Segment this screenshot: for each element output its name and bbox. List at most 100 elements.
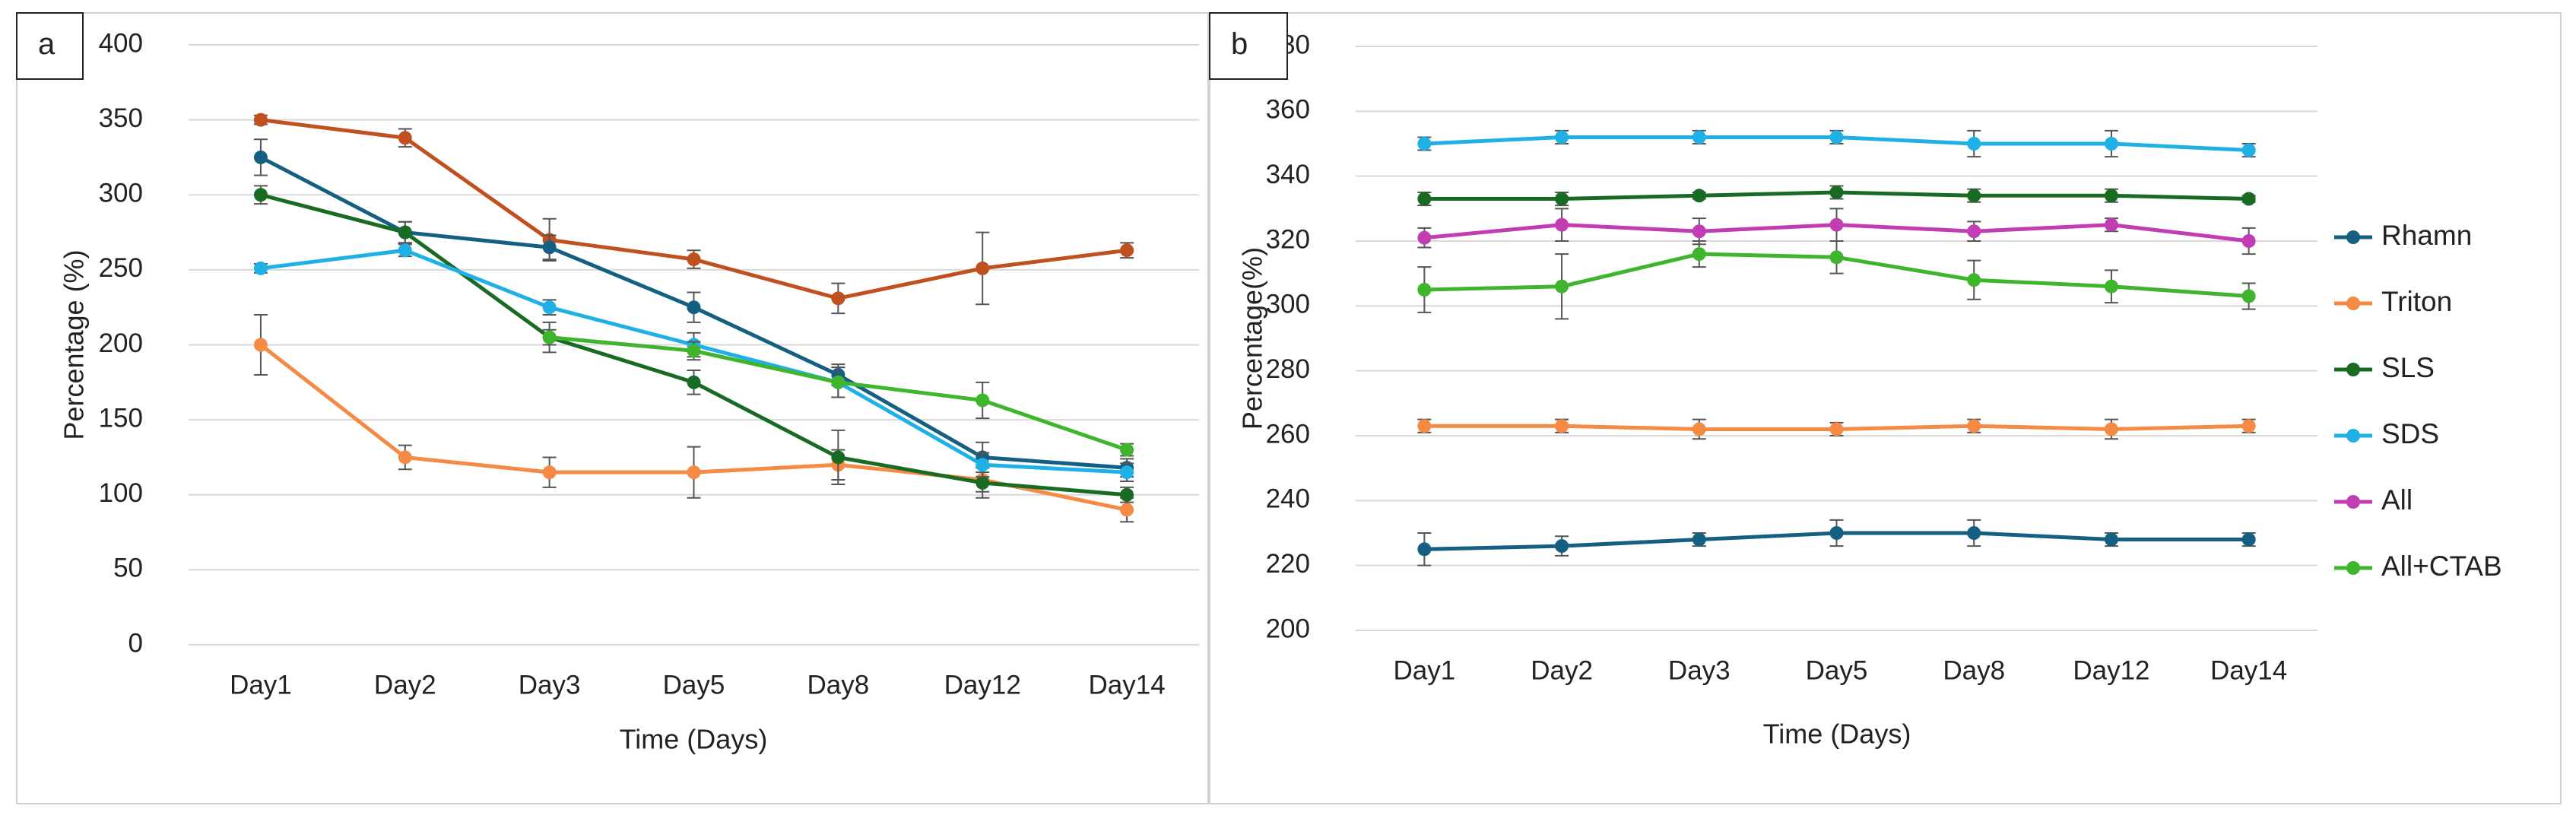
data-point: [2104, 137, 2118, 151]
data-point: [542, 240, 557, 255]
y-tick-label: 50: [113, 554, 143, 583]
x-tick-label: Day8: [807, 670, 869, 700]
data-point: [2104, 532, 2118, 547]
y-tick-label: 260: [1266, 419, 1310, 449]
data-point: [1417, 542, 1432, 557]
data-point: [1829, 250, 1844, 265]
data-point: [1967, 526, 1981, 540]
data-point: [542, 300, 557, 315]
data-point: [976, 475, 990, 490]
data-point: [1417, 283, 1432, 297]
y-tick-label: 300: [99, 179, 143, 208]
legend-marker: [2346, 230, 2360, 244]
x-tick-label: Day5: [663, 670, 725, 700]
data-point: [831, 375, 845, 389]
data-point: [831, 291, 845, 306]
data-point: [398, 225, 412, 240]
data-point: [253, 188, 268, 202]
data-point: [1417, 230, 1432, 245]
data-point: [1555, 130, 1569, 144]
data-point: [687, 375, 701, 389]
data-point: [398, 450, 412, 465]
data-point: [1555, 217, 1569, 232]
legend-label: Triton: [2381, 286, 2452, 317]
panel-label: a: [38, 27, 56, 61]
data-point: [687, 252, 701, 267]
legend-label: SDS: [2381, 418, 2439, 449]
y-tick-label: 200: [99, 328, 143, 358]
x-tick-label: Day5: [1806, 655, 1868, 685]
legend-marker: [2346, 297, 2360, 310]
data-point: [253, 150, 268, 164]
data-point: [2241, 234, 2256, 248]
y-tick-label: 320: [1266, 224, 1310, 254]
data-point: [2104, 279, 2118, 294]
panel-label-box: [16, 12, 84, 80]
data-point: [1120, 243, 1134, 258]
data-point: [1555, 279, 1569, 294]
legend-marker: [2346, 561, 2360, 575]
y-tick-label: 100: [99, 478, 143, 508]
data-point: [976, 458, 990, 472]
x-tick-label: Day14: [2210, 655, 2287, 685]
y-tick-label: 400: [99, 28, 143, 58]
x-tick-label: Day1: [1393, 655, 1455, 685]
data-point: [1967, 419, 1981, 433]
data-point: [542, 330, 557, 344]
data-point: [1120, 443, 1134, 457]
data-point: [1967, 224, 1981, 239]
x-tick-label: Day3: [1668, 655, 1731, 685]
data-point: [2104, 422, 2118, 436]
data-point: [687, 465, 701, 480]
y-tick-label: 280: [1266, 354, 1310, 384]
legend-marker: [2346, 429, 2360, 443]
legend-marker: [2346, 363, 2360, 376]
data-point: [1555, 192, 1569, 206]
data-point: [1692, 130, 1706, 144]
data-point: [1120, 503, 1134, 517]
data-point: [1692, 532, 1706, 547]
y-tick-label: 250: [99, 253, 143, 283]
x-axis-title: Time (Days): [620, 724, 768, 755]
y-axis-title: Percentage (%): [59, 249, 90, 439]
y-tick-label: 360: [1266, 95, 1310, 125]
data-point: [2241, 143, 2256, 157]
x-tick-label: Day3: [519, 670, 581, 700]
data-point: [831, 450, 845, 465]
data-point: [687, 300, 701, 315]
data-point: [976, 393, 990, 408]
panel-frame: [16, 12, 1209, 804]
data-point: [1692, 224, 1706, 239]
data-point: [1120, 465, 1134, 480]
data-point: [1829, 422, 1844, 436]
data-point: [1692, 189, 1706, 203]
data-point: [1417, 192, 1432, 206]
y-tick-label: 150: [99, 403, 143, 433]
data-point: [253, 261, 268, 275]
x-tick-label: Day14: [1088, 670, 1165, 700]
data-point: [2104, 189, 2118, 203]
x-axis-title: Time (Days): [1763, 719, 1911, 750]
data-point: [1417, 419, 1432, 433]
data-point: [1967, 273, 1981, 287]
y-tick-label: 0: [128, 628, 143, 658]
data-point: [976, 261, 990, 275]
data-point: [542, 465, 557, 480]
legend-label: All+CTAB: [2381, 551, 2502, 582]
panel-label: b: [1231, 27, 1248, 61]
data-point: [1120, 487, 1134, 502]
y-tick-label: 300: [1266, 290, 1310, 319]
data-point: [1692, 422, 1706, 436]
data-point: [253, 113, 268, 127]
data-point: [1555, 539, 1569, 554]
data-point: [1829, 217, 1844, 232]
data-point: [1829, 526, 1844, 540]
data-point: [1692, 247, 1706, 262]
y-axis-title: Percentage(%): [1237, 247, 1268, 430]
data-point: [1829, 186, 1844, 199]
data-point: [1967, 137, 1981, 151]
x-tick-label: Day2: [374, 670, 436, 700]
x-tick-label: Day8: [1943, 655, 2005, 685]
legend-label: All: [2381, 484, 2413, 516]
